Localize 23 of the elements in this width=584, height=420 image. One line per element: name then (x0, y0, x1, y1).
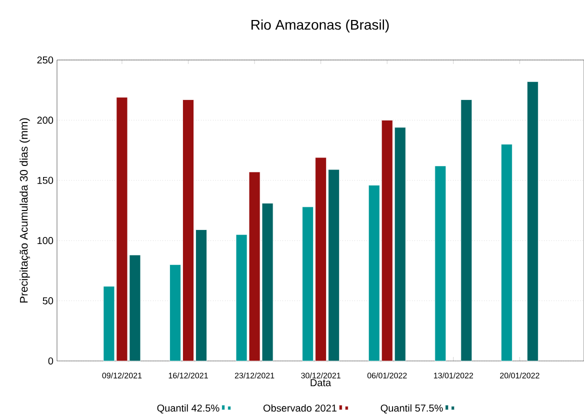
bar (526, 81, 538, 362)
y-tick-label: 150 (38, 176, 54, 184)
x-tick-label: 20/01/2022 (500, 372, 540, 378)
x-tick-label: 16/12/2021 (168, 372, 208, 378)
x-tick-label: 23/12/2021 (234, 372, 274, 378)
x-tick-label: 30/12/2021 (301, 372, 340, 378)
y-axis-title: Precipitação Acumulada 30 dias (mm) (20, 118, 30, 303)
x-axis-title: Data (310, 379, 332, 386)
y-tick-label: 100 (38, 237, 54, 244)
legend-label: Quantil 57.5% (380, 404, 443, 414)
bar (500, 144, 512, 362)
legend-label: Quantil 42.5% (157, 404, 220, 414)
legend-label: Observado 2021 (263, 404, 336, 412)
y-tick-label: 50 (42, 297, 54, 304)
y-tick-label: 200 (37, 116, 54, 124)
bar (460, 100, 472, 362)
bar (434, 166, 446, 362)
x-tick-label: 09/12/2021 (102, 372, 142, 378)
x-tick-label: 06/01/2022 (367, 372, 407, 378)
chart-title: Rio Amazonas (Brasil) (252, 19, 389, 33)
x-tick-label: 13/01/2022 (434, 372, 474, 378)
y-tick-label: 0 (48, 357, 54, 365)
y-tick-label: 250 (37, 56, 54, 64)
